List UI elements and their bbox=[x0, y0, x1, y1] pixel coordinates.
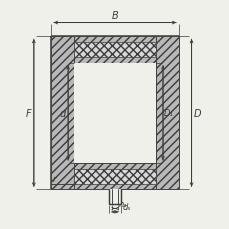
Text: B: B bbox=[111, 11, 118, 21]
Text: r: r bbox=[53, 174, 56, 183]
Bar bbox=[74, 43, 155, 57]
Text: dₛ: dₛ bbox=[122, 202, 130, 211]
Bar bbox=[74, 164, 155, 190]
Text: D: D bbox=[193, 108, 200, 118]
Bar bbox=[108, 190, 121, 204]
Bar bbox=[74, 169, 155, 184]
Bar bbox=[74, 63, 155, 164]
Text: D₁: D₁ bbox=[164, 109, 173, 118]
Bar bbox=[74, 37, 155, 63]
Bar bbox=[155, 37, 178, 190]
Bar bbox=[51, 37, 74, 190]
Text: d: d bbox=[59, 108, 65, 118]
Text: nₐ: nₐ bbox=[118, 199, 127, 208]
Text: F: F bbox=[25, 108, 31, 118]
